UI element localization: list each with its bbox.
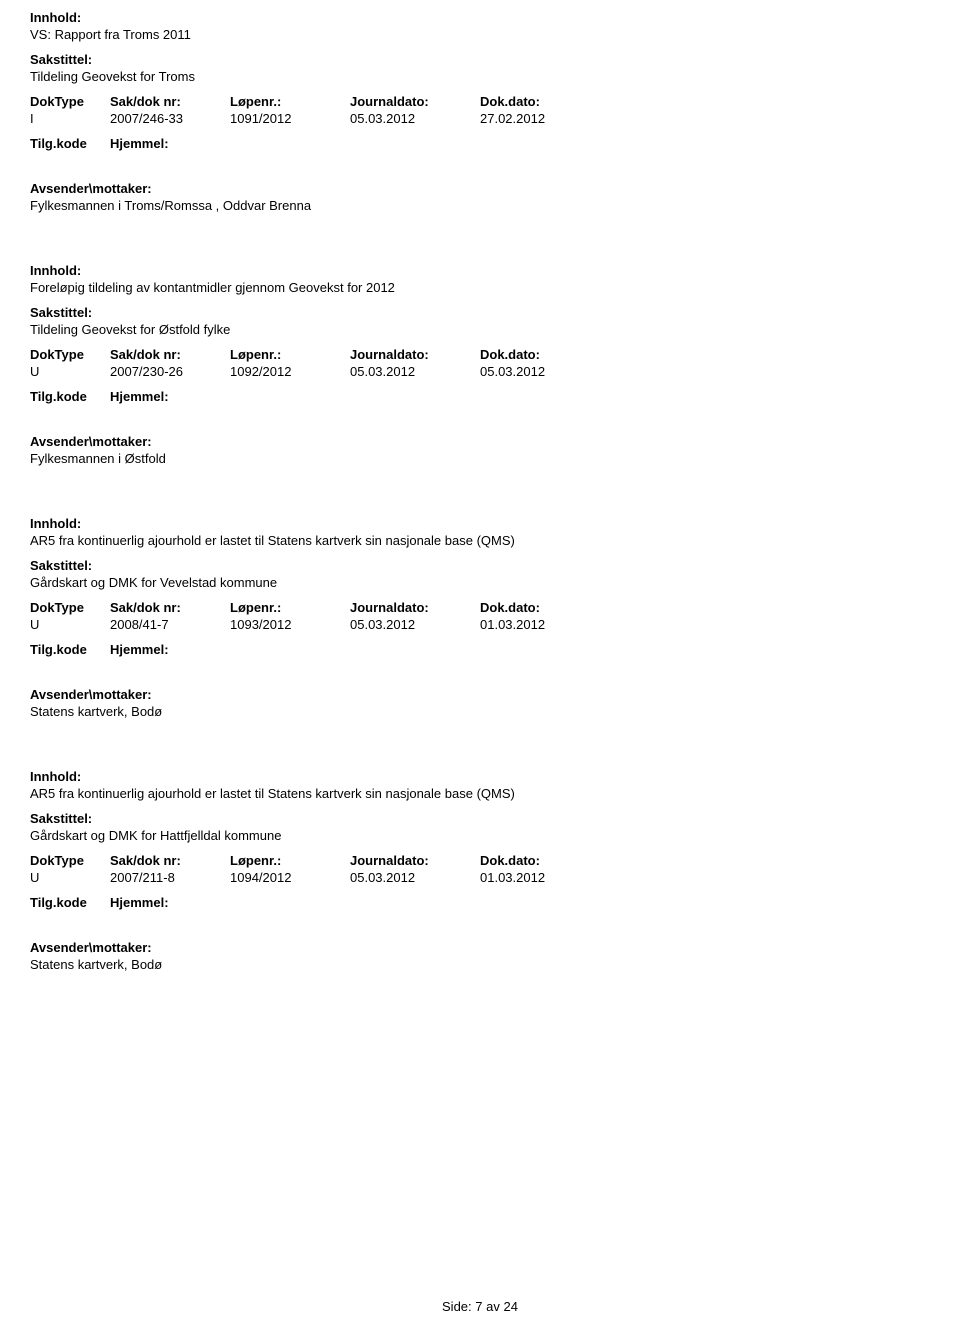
tilg-row: Tilg.kode Hjemmel:	[30, 136, 930, 151]
dokdato-value: 05.03.2012	[480, 364, 600, 379]
lopenr-header: Løpenr.:	[230, 347, 350, 362]
doktype-header: DokType	[30, 347, 110, 362]
innhold-value: AR5 fra kontinuerlig ajourhold er lastet…	[30, 533, 930, 548]
innhold-label: Innhold:	[30, 263, 930, 278]
innhold-label: Innhold:	[30, 769, 930, 784]
saknr-header: Sak/dok nr:	[110, 94, 230, 109]
sakstittel-label: Sakstittel:	[30, 52, 930, 67]
table-row: I 2007/246-33 1091/2012 05.03.2012 27.02…	[30, 111, 930, 126]
tilg-row: Tilg.kode Hjemmel:	[30, 642, 930, 657]
innhold-label: Innhold:	[30, 516, 930, 531]
table-header-row: DokType Sak/dok nr: Løpenr.: Journaldato…	[30, 347, 930, 362]
doktype-value: U	[30, 870, 110, 885]
innhold-label: Innhold:	[30, 10, 930, 25]
avsender-block: Avsender\mottaker: Statens kartverk, Bod…	[30, 940, 930, 972]
dokdato-value: 27.02.2012	[480, 111, 600, 126]
journaldato-header: Journaldato:	[350, 94, 480, 109]
lopenr-value: 1092/2012	[230, 364, 350, 379]
avsender-label: Avsender\mottaker:	[30, 434, 930, 449]
innhold-value: Foreløpig tildeling av kontantmidler gje…	[30, 280, 930, 295]
lopenr-value: 1091/2012	[230, 111, 350, 126]
avsender-label: Avsender\mottaker:	[30, 940, 930, 955]
journaldato-header: Journaldato:	[350, 600, 480, 615]
doktype-header: DokType	[30, 600, 110, 615]
footer-sep: av	[486, 1299, 500, 1314]
table-row: U 2007/211-8 1094/2012 05.03.2012 01.03.…	[30, 870, 930, 885]
saknr-header: Sak/dok nr:	[110, 347, 230, 362]
journaldato-header: Journaldato:	[350, 347, 480, 362]
sakstittel-value: Tildeling Geovekst for Østfold fylke	[30, 322, 930, 337]
doktype-header: DokType	[30, 94, 110, 109]
saknr-header: Sak/dok nr:	[110, 853, 230, 868]
avsender-value: Fylkesmannen i Østfold	[30, 451, 930, 466]
journaldato-value: 05.03.2012	[350, 364, 480, 379]
tilgkode-header: Tilg.kode	[30, 642, 110, 657]
journal-entry: Innhold: AR5 fra kontinuerlig ajourhold …	[30, 516, 930, 719]
tilgkode-header: Tilg.kode	[30, 136, 110, 151]
avsender-label: Avsender\mottaker:	[30, 687, 930, 702]
lopenr-header: Løpenr.:	[230, 94, 350, 109]
footer-page: 7	[475, 1299, 482, 1314]
journal-entry: Innhold: VS: Rapport fra Troms 2011 Saks…	[30, 10, 930, 213]
lopenr-value: 1094/2012	[230, 870, 350, 885]
doktype-value: I	[30, 111, 110, 126]
tilg-row: Tilg.kode Hjemmel:	[30, 389, 930, 404]
doktype-header: DokType	[30, 853, 110, 868]
table-header-row: DokType Sak/dok nr: Løpenr.: Journaldato…	[30, 853, 930, 868]
avsender-block: Avsender\mottaker: Fylkesmannen i Troms/…	[30, 181, 930, 213]
tilgkode-header: Tilg.kode	[30, 895, 110, 910]
footer-prefix: Side:	[442, 1299, 472, 1314]
lopenr-header: Løpenr.:	[230, 600, 350, 615]
dokdato-value: 01.03.2012	[480, 617, 600, 632]
table-row: U 2007/230-26 1092/2012 05.03.2012 05.03…	[30, 364, 930, 379]
footer-total: 24	[504, 1299, 518, 1314]
innhold-value: VS: Rapport fra Troms 2011	[30, 27, 930, 42]
journaldato-value: 05.03.2012	[350, 111, 480, 126]
sakstittel-label: Sakstittel:	[30, 558, 930, 573]
table-row: U 2008/41-7 1093/2012 05.03.2012 01.03.2…	[30, 617, 930, 632]
saknr-value: 2007/246-33	[110, 111, 230, 126]
sakstittel-value: Gårdskart og DMK for Hattfjelldal kommun…	[30, 828, 930, 843]
journal-entry: Innhold: AR5 fra kontinuerlig ajourhold …	[30, 769, 930, 972]
page-footer: Side: 7 av 24	[0, 1299, 960, 1314]
saknr-value: 2007/211-8	[110, 870, 230, 885]
dokdato-header: Dok.dato:	[480, 853, 600, 868]
journaldato-value: 05.03.2012	[350, 617, 480, 632]
avsender-value: Statens kartverk, Bodø	[30, 704, 930, 719]
tilgkode-header: Tilg.kode	[30, 389, 110, 404]
lopenr-header: Løpenr.:	[230, 853, 350, 868]
avsender-block: Avsender\mottaker: Statens kartverk, Bod…	[30, 687, 930, 719]
dokdato-value: 01.03.2012	[480, 870, 600, 885]
lopenr-value: 1093/2012	[230, 617, 350, 632]
hjemmel-header: Hjemmel:	[110, 136, 230, 151]
sakstittel-label: Sakstittel:	[30, 305, 930, 320]
hjemmel-header: Hjemmel:	[110, 642, 230, 657]
dokdato-header: Dok.dato:	[480, 94, 600, 109]
sakstittel-value: Tildeling Geovekst for Troms	[30, 69, 930, 84]
journal-entry: Innhold: Foreløpig tildeling av kontantm…	[30, 263, 930, 466]
table-header-row: DokType Sak/dok nr: Løpenr.: Journaldato…	[30, 94, 930, 109]
avsender-value: Statens kartverk, Bodø	[30, 957, 930, 972]
avsender-block: Avsender\mottaker: Fylkesmannen i Østfol…	[30, 434, 930, 466]
saknr-value: 2007/230-26	[110, 364, 230, 379]
journaldato-header: Journaldato:	[350, 853, 480, 868]
doktype-value: U	[30, 364, 110, 379]
table-header-row: DokType Sak/dok nr: Løpenr.: Journaldato…	[30, 600, 930, 615]
dokdato-header: Dok.dato:	[480, 600, 600, 615]
innhold-value: AR5 fra kontinuerlig ajourhold er lastet…	[30, 786, 930, 801]
journaldato-value: 05.03.2012	[350, 870, 480, 885]
saknr-header: Sak/dok nr:	[110, 600, 230, 615]
hjemmel-header: Hjemmel:	[110, 389, 230, 404]
avsender-label: Avsender\mottaker:	[30, 181, 930, 196]
sakstittel-label: Sakstittel:	[30, 811, 930, 826]
avsender-value: Fylkesmannen i Troms/Romssa , Oddvar Bre…	[30, 198, 930, 213]
hjemmel-header: Hjemmel:	[110, 895, 230, 910]
saknr-value: 2008/41-7	[110, 617, 230, 632]
tilg-row: Tilg.kode Hjemmel:	[30, 895, 930, 910]
sakstittel-value: Gårdskart og DMK for Vevelstad kommune	[30, 575, 930, 590]
doktype-value: U	[30, 617, 110, 632]
dokdato-header: Dok.dato:	[480, 347, 600, 362]
